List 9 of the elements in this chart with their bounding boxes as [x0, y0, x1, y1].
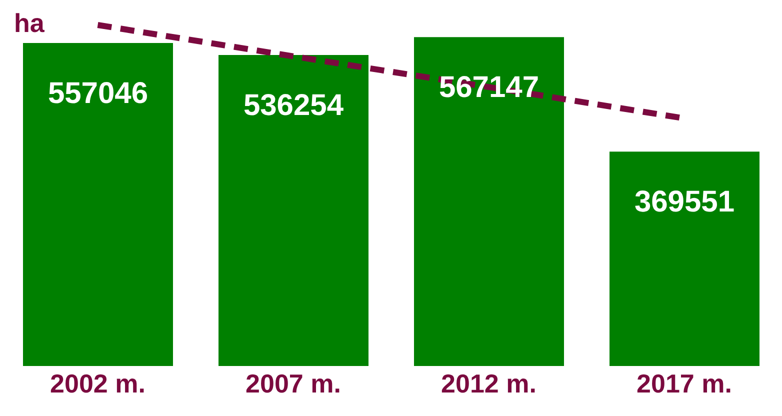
x-tick-label: 2012 m. — [441, 368, 536, 398]
data-label: 557046 — [48, 76, 148, 110]
y-axis-title: ha — [14, 8, 44, 39]
data-label: 369551 — [634, 186, 735, 219]
x-tick-label: 2007 m. — [246, 368, 341, 398]
data-label: 567147 — [438, 71, 540, 104]
x-tick-label: 2002 m. — [50, 368, 146, 398]
x-tick-label: 2017 m. — [636, 368, 732, 398]
data-label: 536254 — [243, 89, 344, 122]
